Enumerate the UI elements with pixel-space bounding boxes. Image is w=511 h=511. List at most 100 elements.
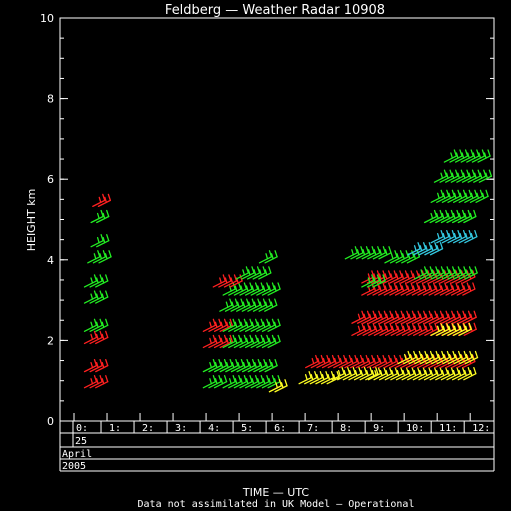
wind-barb — [258, 250, 273, 264]
wind-barb — [228, 318, 242, 332]
wind-barb — [463, 209, 477, 224]
y-tick-label: 10 — [40, 12, 54, 25]
wind-barb — [222, 375, 236, 389]
wind-barb — [429, 367, 443, 381]
wind-barb — [456, 282, 470, 296]
wind-barb — [424, 242, 438, 256]
y-tick-label: 4 — [47, 254, 54, 267]
wind-barb — [441, 229, 456, 244]
wind-barb — [230, 298, 244, 312]
wind-barb — [202, 334, 217, 349]
x-tick-label: 5: — [241, 423, 253, 434]
x-tick-label: 1: — [109, 423, 121, 434]
wind-barb — [208, 334, 222, 349]
wind-barb — [372, 282, 386, 296]
wind-barb — [368, 310, 382, 324]
wind-barb — [213, 334, 228, 349]
wind-barb — [429, 242, 444, 256]
wind-barb — [316, 354, 330, 369]
wind-barb — [372, 354, 386, 369]
wind-barb — [250, 334, 264, 349]
wind-barb — [236, 358, 250, 373]
wind-barb — [446, 367, 460, 381]
wind-barb — [475, 189, 489, 204]
y-axis: 0 2 4 6 8 10 — [40, 12, 494, 428]
wind-barb — [361, 246, 375, 260]
wind-barb — [389, 282, 403, 296]
wind-barb — [469, 189, 484, 204]
wind-barb — [435, 310, 449, 324]
wind-barb — [396, 322, 410, 336]
wind-barb — [264, 250, 278, 264]
wind-barb — [407, 367, 421, 381]
wind-barb — [457, 310, 472, 324]
wind-barb — [274, 379, 288, 393]
footnote: Data not assimilated in UK Model — Opera… — [138, 499, 415, 510]
x-tick-label: 10: — [406, 423, 424, 434]
wind-barb — [418, 322, 432, 336]
wind-barb — [304, 371, 318, 385]
wind-barb — [264, 298, 278, 312]
wind-barb — [390, 322, 404, 336]
wind-barb — [447, 322, 461, 336]
wind-barb — [89, 375, 103, 389]
wind-barb — [83, 330, 98, 345]
wind-barb — [379, 322, 393, 336]
wind-barb — [389, 250, 404, 264]
wind-barb — [464, 266, 478, 280]
y-axis-label: HEIGHT km — [25, 189, 38, 252]
x-tick-label: 8: — [340, 423, 352, 434]
wind-barb — [384, 250, 398, 264]
wind-barb — [394, 270, 409, 284]
wind-barb — [348, 367, 362, 381]
wind-barb — [267, 334, 281, 349]
wind-barb — [445, 169, 459, 183]
wind-barb — [362, 322, 376, 336]
wind-barb — [83, 375, 98, 389]
wind-barb — [92, 250, 107, 264]
y-tick-label: 0 — [47, 415, 54, 428]
wind-barb — [435, 209, 449, 224]
wind-barb — [429, 310, 444, 324]
wind-barb — [208, 318, 222, 332]
x-axis-label: TIME — UTC — [242, 486, 310, 499]
wind-barb — [244, 334, 259, 349]
wind-barb — [264, 358, 278, 373]
wind-barb — [258, 266, 272, 280]
wind-barb — [463, 310, 477, 324]
wind-barb — [436, 229, 450, 244]
wind-barb — [89, 358, 103, 373]
x-tick-label: 11: — [439, 423, 457, 434]
wind-barb — [233, 375, 248, 389]
wind-barb — [458, 189, 472, 204]
wind-barb — [423, 367, 438, 381]
wind-barb — [89, 290, 103, 304]
wind-barb — [261, 318, 276, 332]
plot-frame — [59, 17, 495, 422]
wind-barb — [97, 193, 112, 208]
x-axis: 0: 1: 2: 3: 4: 5: 6: 7: 8: 9: 10: 11: 12: — [73, 413, 490, 434]
x-tick-label: 12: — [472, 423, 490, 434]
wind-barb — [261, 375, 276, 389]
wind-barb — [453, 350, 467, 365]
wind-barb — [373, 367, 387, 381]
wind-barb — [436, 266, 450, 280]
wind-barb — [436, 350, 451, 365]
wind-barb — [478, 169, 493, 183]
wind-barb — [219, 358, 233, 373]
wind-barb — [244, 282, 259, 296]
wind-barb — [407, 322, 421, 336]
wind-barb — [466, 149, 480, 163]
wind-barb — [418, 367, 432, 381]
wind-barb — [225, 358, 239, 373]
wind-barb — [445, 282, 459, 296]
wind-barb — [395, 367, 410, 381]
wind-barb — [477, 149, 491, 163]
wind-barb — [462, 282, 476, 296]
wind-barb — [95, 318, 109, 332]
wind-barb — [429, 209, 443, 224]
wind-barb — [258, 298, 272, 312]
wind-barb — [90, 209, 104, 224]
wind-barb — [362, 310, 376, 324]
wind-barb — [378, 246, 392, 260]
